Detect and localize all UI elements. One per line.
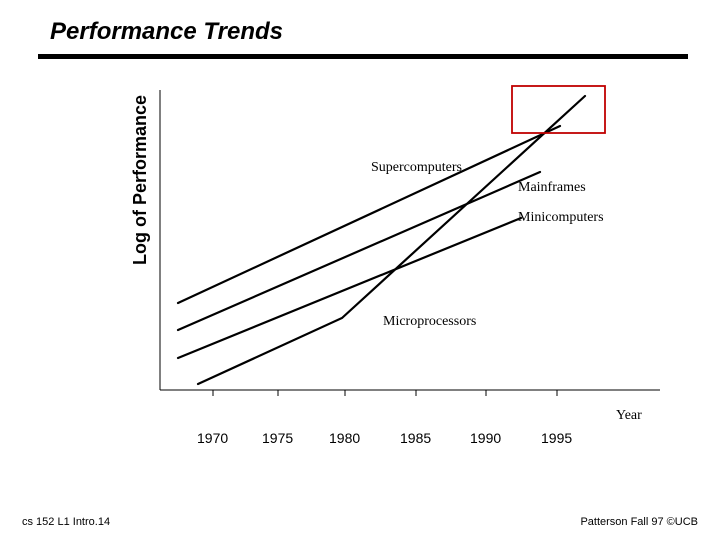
x-tick-label: 1975 — [262, 430, 293, 446]
y-axis-label: Log of Performance — [130, 95, 151, 265]
footer-right: Patterson Fall 97 ©UCB — [580, 516, 698, 528]
x-tick-label: 1980 — [329, 430, 360, 446]
series-label-supercomputers: Supercomputers — [371, 160, 462, 176]
series-label-minicomputers: Minicomputers — [518, 210, 604, 226]
x-axis-label: Year — [616, 408, 642, 424]
footer-left: cs 152 L1 Intro.14 — [22, 516, 110, 528]
chart-area — [160, 90, 660, 410]
series-label-mainframes: Mainframes — [518, 180, 586, 196]
chart-svg — [160, 90, 660, 410]
x-tick-label: 1985 — [400, 430, 431, 446]
x-tick-label: 1990 — [470, 430, 501, 446]
page-title: Performance Trends — [50, 18, 670, 46]
x-tick-label: 1995 — [541, 430, 572, 446]
series-label-microprocessors: Microprocessors — [383, 314, 476, 330]
slide: Performance Trends Log of Performance Su… — [0, 0, 720, 540]
x-tick-label: 1970 — [197, 430, 228, 446]
title-rule — [38, 54, 688, 59]
title-block: Performance Trends — [50, 18, 670, 46]
